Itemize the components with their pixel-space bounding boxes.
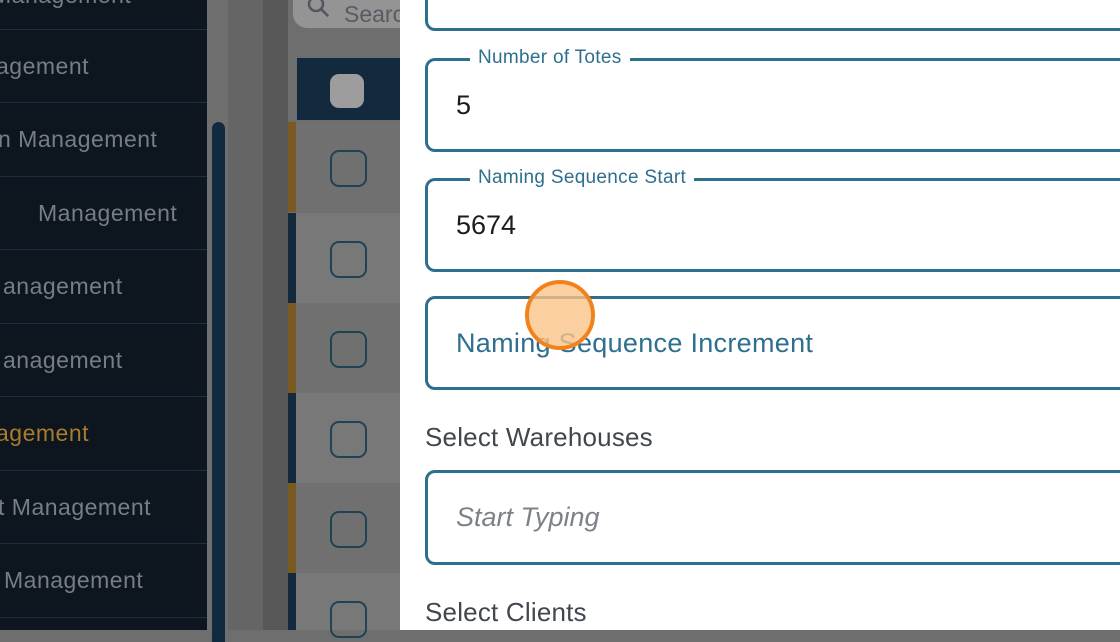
row-checkbox[interactable] [330, 511, 367, 548]
search-icon [307, 0, 329, 17]
select-warehouses-input[interactable] [428, 473, 1120, 562]
sidebar-item-label: n Management [0, 126, 158, 152]
naming-sequence-start-field[interactable]: Naming Sequence Start [425, 167, 1120, 272]
select-warehouses-field[interactable] [425, 470, 1120, 565]
row-status-stripe [288, 213, 296, 303]
naming-sequence-start-input[interactable] [428, 181, 1120, 269]
number-of-totes-field[interactable]: Number of Totes [425, 47, 1120, 152]
row-status-stripe [288, 573, 296, 630]
sidebar-item-label: Management [38, 199, 178, 226]
sidebar-item-5[interactable]: anagement [0, 324, 207, 397]
number-of-totes-label: Number of Totes [470, 47, 630, 69]
row-status-stripe [288, 303, 296, 393]
sidebar-item-8[interactable]: Management [0, 544, 207, 618]
create-totes-modal: Number of Totes Naming Sequence Start Se… [400, 0, 1120, 630]
row-checkbox[interactable] [330, 241, 367, 278]
row-status-stripe [288, 122, 296, 212]
sidebar-item-3[interactable]: Management [0, 177, 207, 250]
naming-sequence-start-label: Naming Sequence Start [470, 167, 695, 189]
sidebar-item-label: anagement [3, 273, 123, 299]
sidebar-item-label: anagement [3, 346, 123, 373]
select-all-checkbox[interactable] [330, 74, 364, 108]
number-of-totes-input[interactable] [428, 61, 1120, 149]
sidebar-item-label: t Management [0, 493, 152, 520]
sidebar-nav: Management agement n Management Manageme… [0, 0, 207, 630]
sidebar-item-label: Management [0, 0, 131, 9]
sidebar-item-label: agement [0, 52, 90, 79]
sidebar-item-label: Management [4, 567, 144, 593]
sidebar-item-clipped-top[interactable]: Management [0, 0, 207, 30]
row-checkbox[interactable] [330, 421, 367, 458]
sidebar-scrollbar-thumb[interactable] [212, 122, 225, 642]
row-checkbox[interactable] [330, 331, 367, 368]
row-checkbox[interactable] [330, 150, 367, 187]
sidebar-item-7[interactable]: t Management [0, 471, 207, 544]
row-status-stripe [288, 393, 296, 483]
sidebar-item-2[interactable]: n Management [0, 103, 207, 177]
clipped-top-field[interactable] [425, 0, 1120, 31]
select-clients-heading: Select Clients [425, 597, 587, 627]
sidebar-scrollbar-track[interactable] [207, 0, 228, 642]
sidebar-item-label: agement [0, 420, 90, 446]
select-warehouses-heading: Select Warehouses [425, 422, 653, 452]
click-indicator-circle [525, 280, 595, 350]
table-left-margin [263, 0, 288, 630]
page-background [228, 0, 263, 630]
sidebar-item-active[interactable]: agement [0, 397, 207, 471]
sidebar-item-4[interactable]: anagement [0, 250, 207, 324]
row-status-stripe [288, 483, 296, 573]
sidebar-item-1[interactable]: agement [0, 30, 207, 103]
row-checkbox[interactable] [330, 601, 367, 638]
